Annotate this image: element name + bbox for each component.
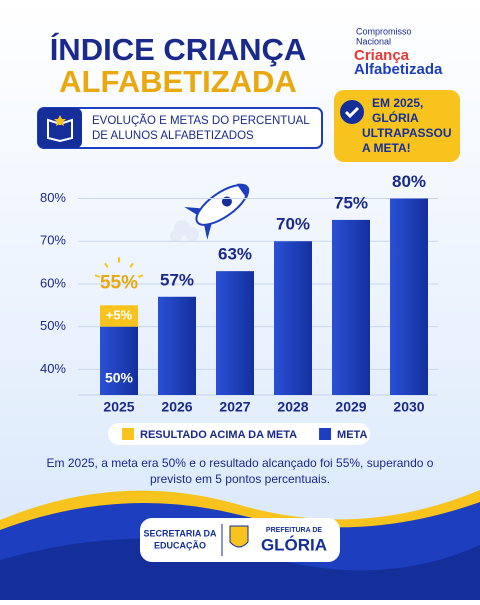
- crest: [229, 525, 249, 548]
- y-tick-label: 80%: [40, 190, 66, 205]
- y-tick-label: 70%: [40, 233, 66, 248]
- y-tick-label: 60%: [40, 275, 66, 290]
- annotation: 55%: [100, 272, 138, 293]
- data-label: 70%: [276, 215, 310, 234]
- data-label: 50%: [105, 370, 134, 386]
- sun-ray: [94, 274, 101, 278]
- bar: [274, 241, 312, 395]
- bar: [158, 296, 196, 395]
- banner-text: EVOLUÇÃO E METAS DO PERCENTUAL: [92, 114, 310, 127]
- sun-ray: [129, 262, 134, 268]
- title: ALFABETIZADA: [59, 64, 297, 99]
- badge-text: EM 2025,: [372, 96, 423, 110]
- rocket: [184, 183, 250, 240]
- sun-ray: [104, 262, 109, 268]
- data-label: +5%: [106, 307, 133, 322]
- bar: [100, 326, 138, 395]
- badge-text: ULTRAPASSOU: [362, 126, 452, 140]
- logo-text: Alfabetizada: [354, 61, 443, 78]
- legend-swatch: [319, 428, 332, 440]
- badge-text: A META!: [362, 141, 411, 155]
- logo-text: Nacional: [356, 36, 391, 46]
- legend-label: META: [337, 429, 367, 441]
- sun-ray: [137, 274, 144, 278]
- footer-text: GLÓRIA: [261, 535, 327, 554]
- legend-swatch: [122, 428, 134, 440]
- star-icon: [54, 115, 66, 126]
- legend-label: RESULTADO ACIMA DA META: [140, 429, 297, 441]
- x-tick-label: 2030: [393, 399, 424, 415]
- bar: [390, 198, 428, 395]
- data-label: 80%: [392, 172, 426, 191]
- data-label: 57%: [160, 270, 194, 289]
- x-tick-label: 2026: [161, 399, 192, 415]
- data-label: 75%: [334, 193, 368, 212]
- x-tick-label: 2029: [335, 399, 366, 415]
- smoke: [170, 220, 199, 242]
- bar: [332, 219, 370, 395]
- note: Em 2025, a meta era 50% e o resultado al…: [47, 456, 434, 470]
- data-label: 63%: [218, 245, 252, 264]
- x-tick-label: 2025: [103, 399, 134, 415]
- title: ÍNDICE CRIANÇA: [50, 32, 307, 67]
- note: previsto em 5 pontos percentuais.: [150, 472, 330, 486]
- wave: [0, 538, 480, 600]
- x-tick-label: 2027: [219, 399, 250, 415]
- y-tick-label: 50%: [40, 318, 66, 333]
- badge: [334, 90, 460, 162]
- x-tick-label: 2028: [277, 399, 308, 415]
- banner-text: DE ALUNOS ALFABETIZADOS: [92, 130, 254, 142]
- bar: [216, 271, 254, 395]
- footer-text: SECRETARIA DA: [143, 528, 217, 538]
- logo-text: Criança: [354, 47, 410, 64]
- check-mark: [344, 106, 360, 119]
- footer-text: PREFEITURA DE: [266, 527, 322, 534]
- legend-box: [108, 423, 370, 445]
- footer-text: EDUCAÇÃO: [154, 540, 206, 550]
- badge-text: GLÓRIA: [372, 110, 419, 125]
- logo-text: Compromisso: [356, 26, 412, 36]
- bar: [100, 305, 138, 327]
- y-tick-label: 40%: [40, 361, 66, 376]
